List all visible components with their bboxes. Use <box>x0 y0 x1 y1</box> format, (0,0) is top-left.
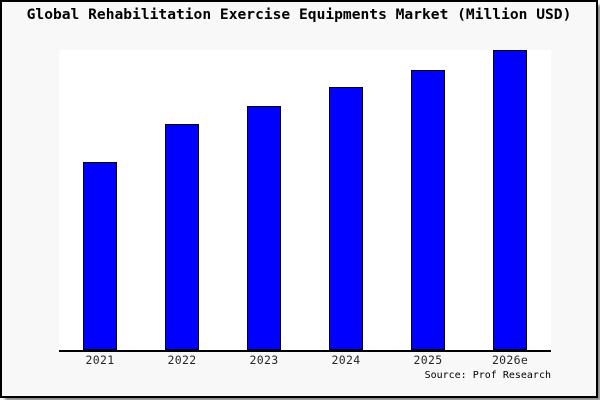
bar-slot <box>387 50 469 350</box>
bar-2024 <box>329 86 363 350</box>
bars-container <box>59 50 551 350</box>
chart-title: Global Rehabilitation Exercise Equipment… <box>26 6 572 23</box>
bar-2022 <box>165 124 199 350</box>
bar-slot <box>305 50 387 350</box>
bar-2026e <box>493 50 527 350</box>
bar-slot <box>59 50 141 350</box>
x-tick-label: 2025 <box>413 353 443 367</box>
x-tick-label: 2021 <box>85 353 115 367</box>
bar-slot <box>469 50 551 350</box>
bar-slot <box>223 50 305 350</box>
source-credit: Source: Prof Research <box>424 370 551 381</box>
x-axis-labels: 2021 2022 2023 2024 2025 2026e <box>59 354 551 366</box>
bar-slot <box>141 50 223 350</box>
bar-2023 <box>247 105 281 350</box>
bar-2025 <box>411 69 445 350</box>
x-tick-label: 2023 <box>249 353 279 367</box>
x-tick-label: 2022 <box>167 353 197 367</box>
plot-area <box>59 50 551 352</box>
x-tick-label: 2026e <box>491 353 529 367</box>
x-tick-label: 2024 <box>331 353 361 367</box>
bar-2021 <box>83 161 117 350</box>
